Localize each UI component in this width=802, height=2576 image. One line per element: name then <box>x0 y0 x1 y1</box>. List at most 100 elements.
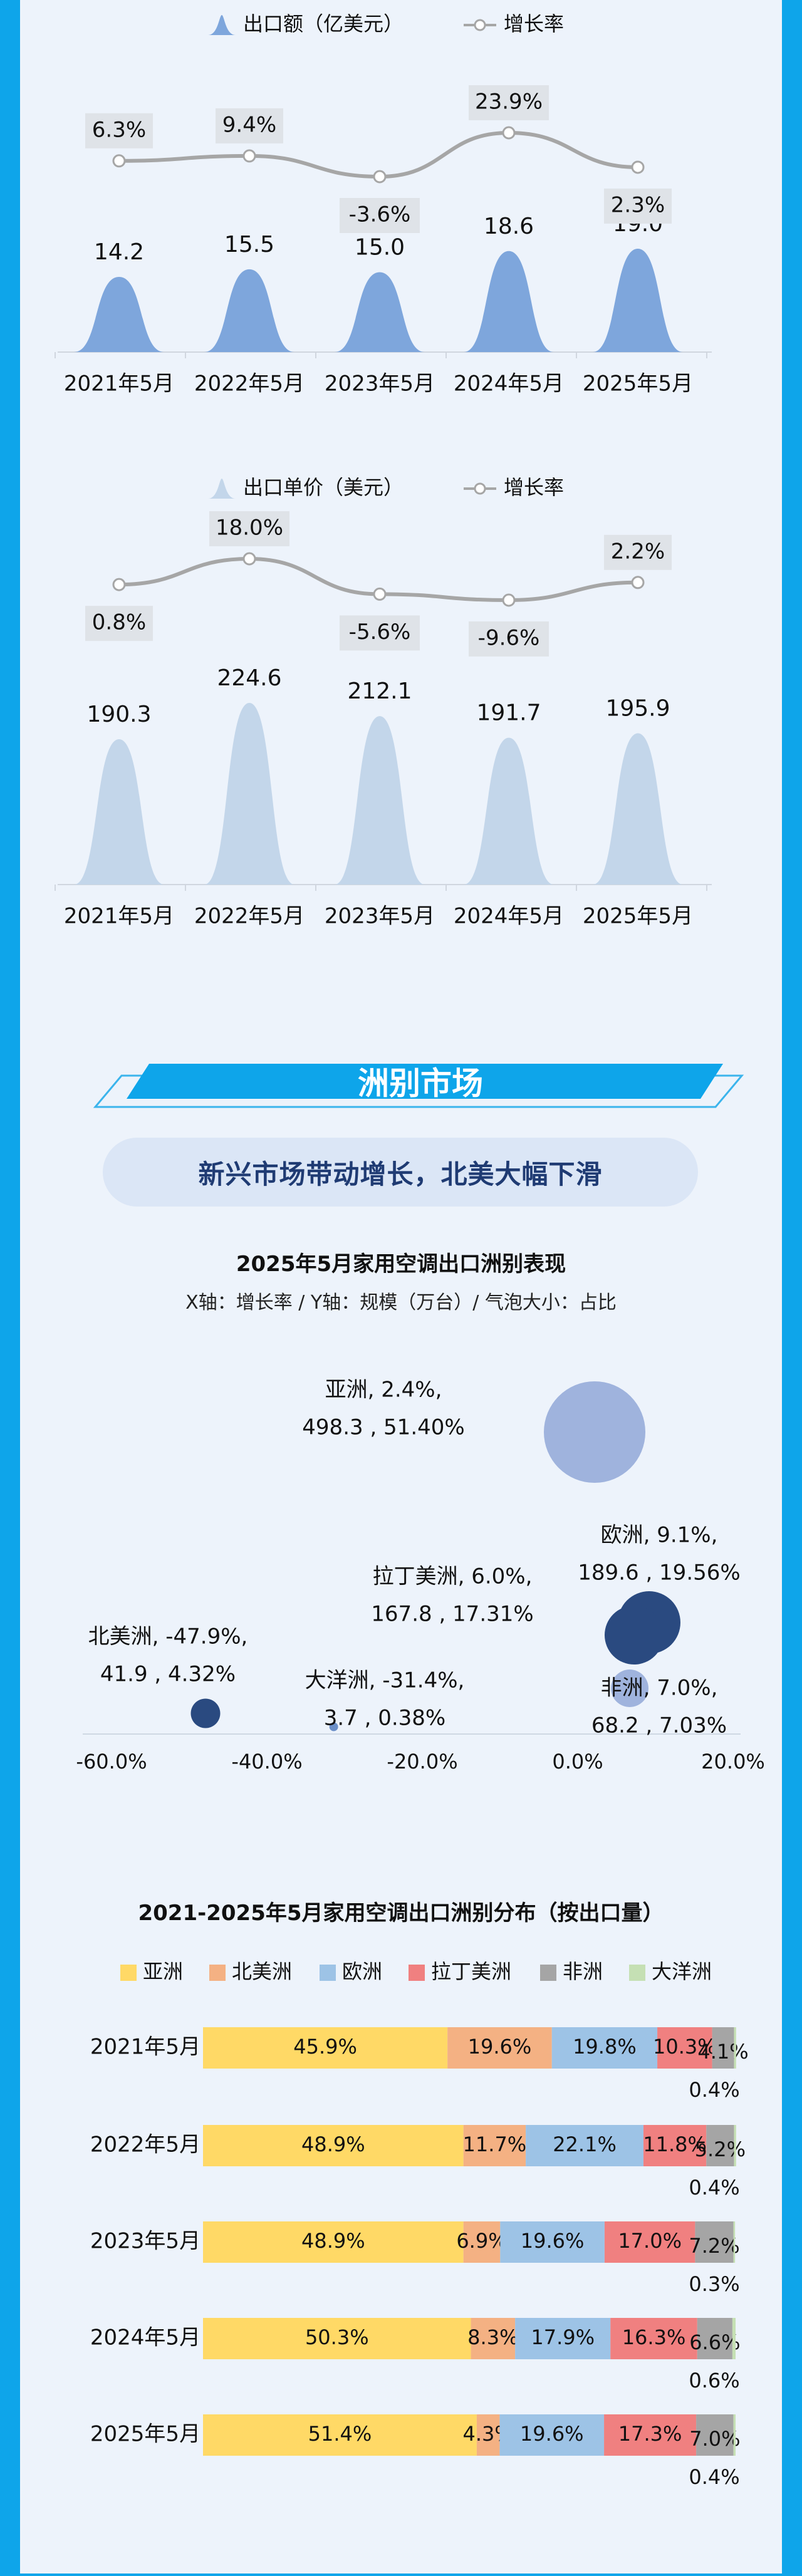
growth-point-1-4 <box>631 576 645 589</box>
bubble-label-4-b: 41.9 , 4.32% <box>100 1662 236 1687</box>
category-label-0-1: 2022年5月 <box>194 371 305 397</box>
stack-seg-1-1 <box>463 2125 526 2166</box>
bubble-2 <box>604 1605 664 1665</box>
value-label-1-3: 191.7 <box>476 700 541 726</box>
bubble-label-1-b: 189.6 , 19.56% <box>578 1561 740 1586</box>
stack-val-1-0: 48.9% <box>301 2132 365 2156</box>
stack-val-3-0: 50.3% <box>305 2325 369 2349</box>
stack-val-0-0: 45.9% <box>293 2035 357 2059</box>
stack-category-2: 2023年5月 <box>90 2229 200 2254</box>
banner-outline <box>93 1074 744 1108</box>
growth-point-0-4 <box>631 160 645 174</box>
stack-legend-swatch-1 <box>209 1965 226 1981</box>
growth-point-0-2 <box>373 170 387 184</box>
growth-point-0-0 <box>112 154 126 168</box>
stack-seg-3-2 <box>515 2318 611 2359</box>
stack-seg-0-3 <box>657 2027 712 2069</box>
growth-label-0-4: 2.3% <box>611 192 665 217</box>
legend-label-0-1: 增长率 <box>504 12 564 36</box>
stack-val-2-2: 19.6% <box>521 2229 585 2253</box>
bubble-4 <box>190 1698 221 1728</box>
stack-legend-swatch-5 <box>629 1965 645 1981</box>
stack-seg-0-4 <box>712 2027 734 2069</box>
stack-legend-label-0: 亚洲 <box>143 1960 183 1983</box>
category-label-1-4: 2025年5月 <box>583 904 693 929</box>
growth-label-bg-0-2 <box>340 198 420 233</box>
growth-label-bg-0-3 <box>469 85 549 120</box>
growth-label-bg-1-2 <box>340 615 420 651</box>
stack-seg-0-5 <box>734 2027 736 2069</box>
growth-label-1-0: 0.8% <box>92 610 146 635</box>
stack-legend-swatch-0 <box>120 1965 137 1981</box>
growth-label-1-3: -9.6% <box>478 626 540 651</box>
growth-label-0-2: -3.6% <box>349 202 411 227</box>
page: 出口额（亿美元） 增长率 14.2 2021年5月 15.5 2022年5月 15.0 202… <box>20 0 782 2573</box>
value-label-0-2: 15.0 <box>355 235 405 261</box>
stack-val-1-3: 11.8% <box>643 2132 707 2156</box>
category-label-1-0: 2021年5月 <box>64 904 174 929</box>
stack-val-4-3: 17.3% <box>618 2422 682 2446</box>
value-label-1-0: 190.3 <box>86 702 151 727</box>
stack-legend-label-3: 拉丁美洲 <box>431 1960 511 1983</box>
stack-seg-2-4 <box>695 2221 734 2263</box>
stack-legend-label-4: 非洲 <box>563 1960 603 1983</box>
growth-label-0-3: 23.9% <box>475 90 543 115</box>
bubble-x-tick-3: 0.0% <box>552 1750 603 1774</box>
stack-seg-4-3 <box>604 2414 697 2456</box>
stack-seg-3-0 <box>203 2318 471 2359</box>
area-peak-0-1 <box>204 269 294 352</box>
stack-legend-swatch-3 <box>409 1965 425 1981</box>
legend-marker-0 <box>474 19 486 31</box>
area-peak-1-1 <box>204 703 294 885</box>
growth-label-bg-1-4 <box>604 534 672 570</box>
legend-label-0-0: 出口额（亿美元） <box>243 12 404 36</box>
stack-val-2-4: 7.2% <box>689 2234 739 2258</box>
stack-category-0: 2021年5月 <box>90 2035 200 2060</box>
section-subtitle: 新兴市场带动增长，北美大幅下滑 <box>103 1138 698 1207</box>
growth-label-bg-0-0 <box>85 113 153 148</box>
category-label-0-0: 2021年5月 <box>64 371 174 397</box>
stack-seg-1-3 <box>643 2125 707 2166</box>
stack-seg-3-4 <box>697 2318 732 2359</box>
growth-point-0-1 <box>242 149 256 163</box>
stack-val-4-4: 7.0% <box>689 2427 740 2451</box>
stack-seg-4-1 <box>476 2414 500 2456</box>
category-label-1-2: 2023年5月 <box>325 904 435 929</box>
legend-area-swatch-1 <box>208 479 236 499</box>
stack-seg-2-5 <box>733 2221 736 2263</box>
stack-seg-4-4 <box>696 2414 734 2456</box>
stack-legend-label-1: 北美洲 <box>232 1960 292 1983</box>
stack-val-1-1: 11.7% <box>463 2132 527 2156</box>
stack-val-4-0: 51.4% <box>308 2422 372 2446</box>
growth-label-bg-0-4 <box>604 188 672 224</box>
growth-label-0-0: 6.3% <box>92 117 146 142</box>
bubble-label-0-a: 亚洲, 2.4%, <box>325 1378 442 1403</box>
legend-label-1-0: 出口单价（美元） <box>243 475 404 499</box>
stack-seg-1-4 <box>706 2125 734 2166</box>
stack-val-2-3: 17.0% <box>618 2229 682 2253</box>
bubble-x-tick-4: 20.0% <box>701 1750 765 1774</box>
area-peak-1-2 <box>335 716 425 885</box>
stack-val-3-3: 16.3% <box>622 2325 686 2349</box>
growth-point-1-3 <box>502 593 516 607</box>
stack-seg-3-5 <box>732 2318 736 2359</box>
bubble-chart-title: 2025年5月家用空调出口洲别表现 <box>236 1252 566 1277</box>
stack-category-3: 2024年5月 <box>90 2325 200 2350</box>
bubble-x-tick-2: -20.0% <box>387 1750 457 1774</box>
stack-val-1-5: 0.4% <box>689 2176 739 2199</box>
stack-seg-0-0 <box>203 2027 448 2069</box>
legend-marker-1 <box>474 482 486 495</box>
value-label-1-4: 195.9 <box>605 696 670 722</box>
bubble-label-3-b: 68.2 , 7.03% <box>591 1713 727 1738</box>
stack-val-4-2: 19.6% <box>520 2422 584 2446</box>
stack-val-0-1: 19.6% <box>468 2035 532 2059</box>
stack-seg-2-2 <box>500 2221 605 2263</box>
stack-seg-3-3 <box>610 2318 697 2359</box>
bubble-label-4-a: 北美洲, -47.9%, <box>88 1624 248 1649</box>
bubble-x-tick-0: -60.0% <box>76 1750 147 1774</box>
bubble-label-0-b: 498.3 , 51.40% <box>302 1415 464 1440</box>
value-label-1-2: 212.1 <box>347 678 412 704</box>
stack-val-3-2: 17.9% <box>531 2325 595 2349</box>
area-peak-1-0 <box>74 739 164 885</box>
stack-seg-1-2 <box>526 2125 643 2166</box>
